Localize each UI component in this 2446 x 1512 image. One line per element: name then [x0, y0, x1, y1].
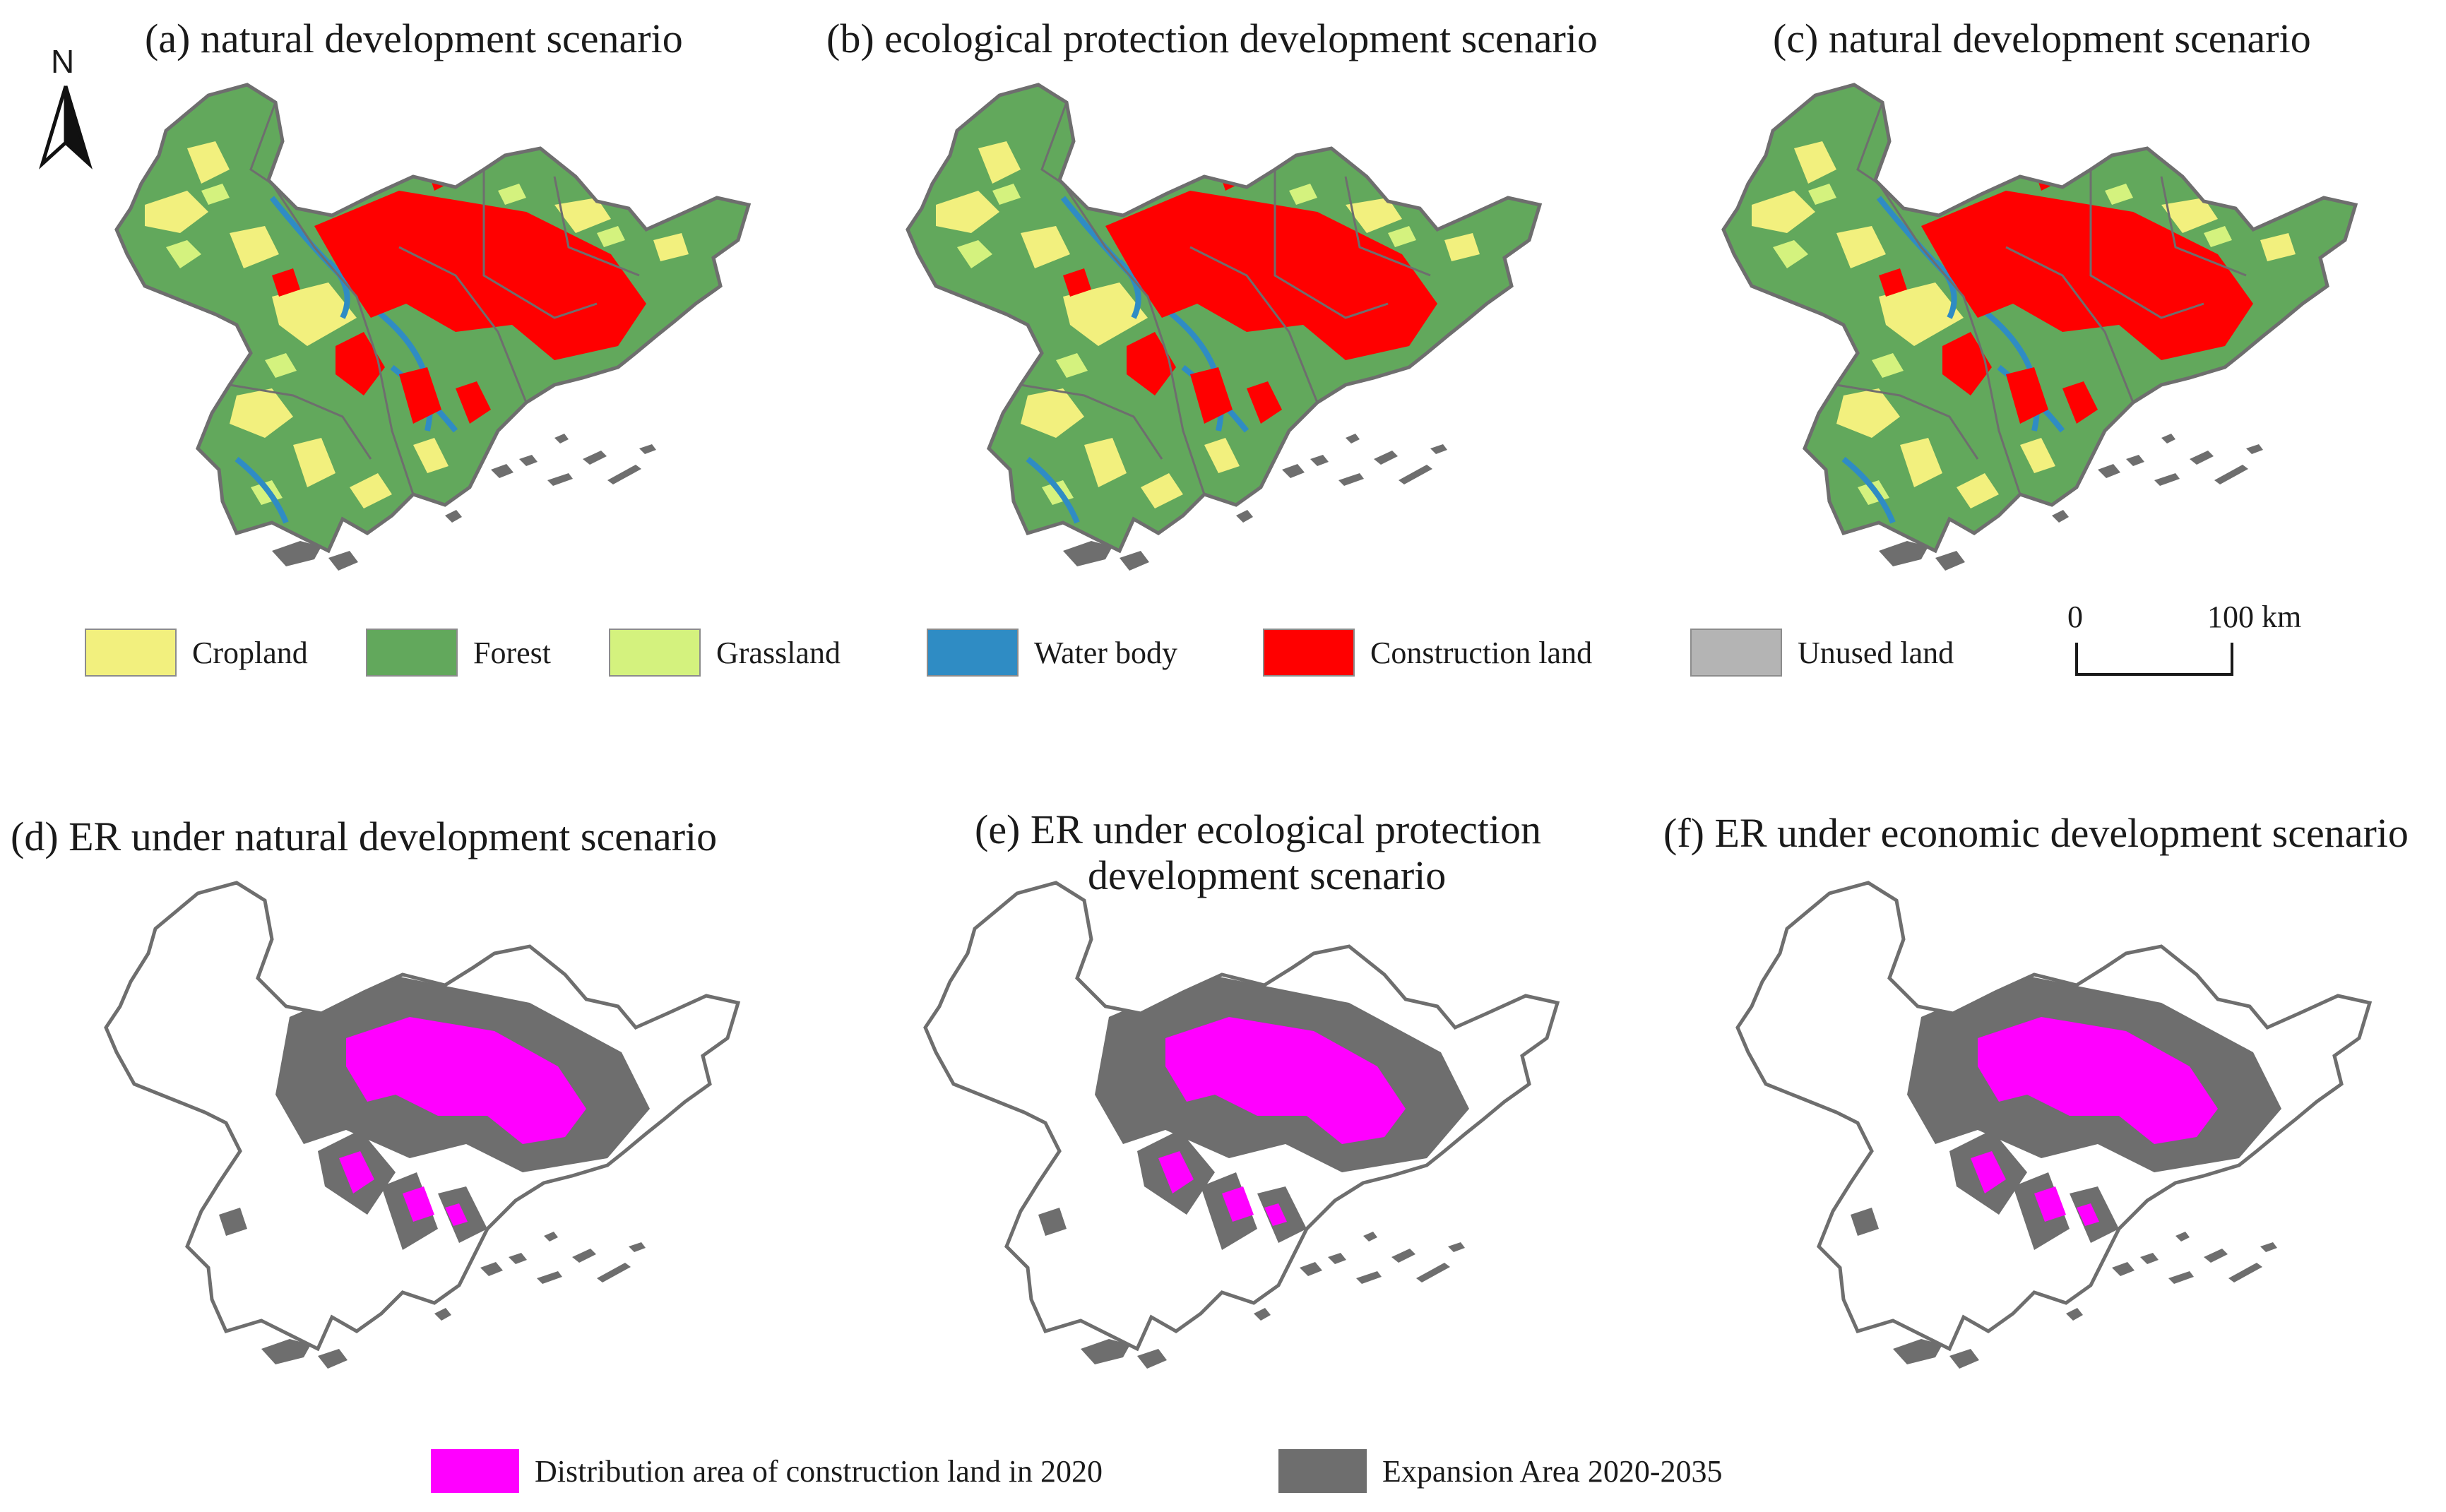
north-label: N [51, 43, 75, 80]
map-title-b: (b) ecological protection development sc… [826, 16, 1598, 61]
expansion-map-d [49, 862, 770, 1370]
legend-label-construction-land: Construction land [1370, 635, 1593, 670]
map-title-e-line2: development scenario [1088, 852, 1447, 898]
construction-land-swatch [1263, 629, 1355, 677]
legend-label-cropland: Cropland [192, 635, 308, 670]
legend-expansion-area: Expansion Area 2020-2035 [1278, 1449, 1722, 1493]
legend-construction-2020: Distribution area of construction land i… [431, 1449, 1103, 1493]
legend-unused-land: Unused land [1690, 629, 1954, 677]
landuse-map-b [851, 64, 1572, 572]
landuse-map-a [60, 64, 780, 572]
north-arrow-icon [39, 85, 93, 169]
map-title-a: (a) natural development scenario [145, 16, 683, 61]
map-title-e-line1: (e) ER under ecological protection [975, 806, 1542, 852]
forest-swatch [366, 629, 458, 677]
legend-label-grassland: Grassland [716, 635, 841, 670]
unused-land-swatch [1690, 629, 1782, 677]
expansion-area-swatch [1278, 1449, 1367, 1493]
construction-2020-swatch [431, 1449, 519, 1493]
expansion-map-f [1681, 862, 2402, 1370]
scale-start-label: 0 [2067, 600, 2083, 634]
legend-label-water-body: Water body [1034, 635, 1177, 670]
legend-grassland: Grassland [609, 629, 841, 677]
expansion-map-e [869, 862, 1589, 1370]
map-title-d: (d) ER under natural development scenari… [11, 814, 718, 859]
legend-construction-land: Construction land [1263, 629, 1592, 677]
water-body-swatch [927, 629, 1019, 677]
grassland-swatch [609, 629, 701, 677]
legend-forest: Forest [366, 629, 551, 677]
legend-label-expansion-area: Expansion Area 2020-2035 [1382, 1453, 1723, 1489]
map-title-c: (c) natural development scenario [1773, 16, 2311, 61]
legend-cropland: Cropland [85, 629, 308, 677]
legend-label-construction-2020: Distribution area of construction land i… [535, 1453, 1103, 1489]
legend-water-body: Water body [927, 629, 1177, 677]
landuse-map-c [1667, 64, 2387, 572]
scale-bar [2075, 643, 2233, 676]
scale-end-label: 100 km [2207, 600, 2302, 634]
legend-label-forest: Forest [473, 635, 551, 670]
map-title-f: (f) ER under economic development scenar… [1663, 810, 2409, 856]
legend-label-unused-land: Unused land [1798, 635, 1954, 670]
cropland-swatch [85, 629, 177, 677]
